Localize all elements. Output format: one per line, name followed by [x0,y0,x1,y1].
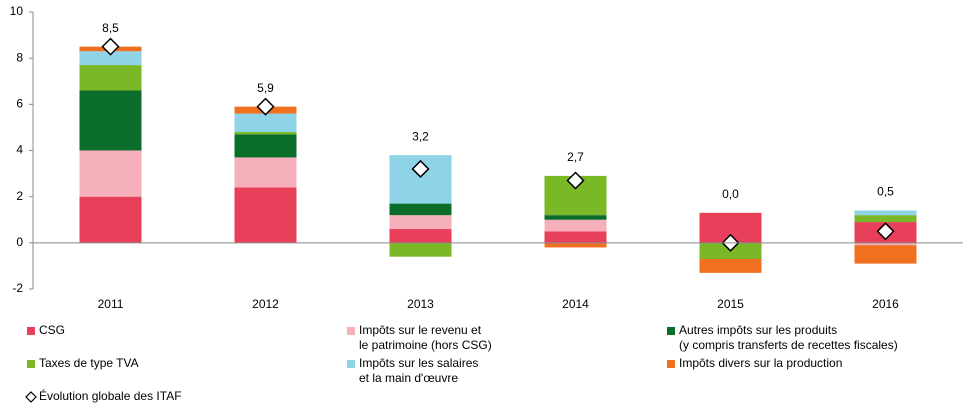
bar-segment [389,228,452,243]
total-label: 8,5 [102,21,119,35]
bar-segment [389,203,452,216]
total-marker [566,171,585,190]
y-tick-label: -2 [12,281,23,295]
legend-label: CSG [39,323,65,337]
total-label: 5,9 [257,81,274,95]
total-marker [101,37,120,56]
y-tick-label: 2 [16,189,23,203]
bar-segment [389,215,452,229]
bar-segment [234,113,297,133]
legend-swatch [667,360,675,368]
bar-segment [544,219,607,232]
y-tick-label: 0 [16,235,23,249]
legend-swatch [347,360,355,368]
legend-label: Impôts divers sur la production [679,356,842,370]
legend-swatch [667,327,675,335]
bar-segment [234,187,297,243]
legend-swatch [27,360,35,368]
bar-segment [234,157,297,188]
bar-segment [854,245,917,264]
bar-segment [544,215,607,220]
bar-segment [389,242,452,257]
y-tick-label: 10 [10,4,24,18]
bar-segment [854,242,917,246]
x-tick-label: 2012 [252,297,279,311]
bar-segment [79,196,142,243]
legend-label: Impôts sur les salaires et la main d'œuvr… [359,356,478,385]
x-tick-label: 2011 [98,297,124,311]
legend-label: Taxes de type TVA [39,356,139,370]
y-tick-label: 6 [16,97,23,111]
bar-segment [79,150,142,197]
legend-marker [25,391,37,403]
x-tick-label: 2013 [407,297,434,311]
bar-segment [854,215,917,223]
bar-segment [854,210,917,216]
bar-segment [234,134,297,158]
legend-label: Évolution globale des ITAF [39,388,182,403]
total-label: 0,5 [877,185,894,199]
bar-segment [79,90,142,151]
legend-label: Impôts sur le revenu et le patrimoine (ho… [359,323,492,352]
legend-swatch [347,327,355,335]
total-marker [876,222,895,241]
total-label: 0,0 [722,187,739,201]
total-label: 3,2 [412,129,429,143]
bar-segment [234,132,297,135]
legend-swatch [27,327,35,335]
total-marker [256,97,275,116]
x-tick-label: 2015 [717,297,744,311]
bar-segment [79,51,142,66]
total-marker [411,159,430,179]
x-tick-label: 2016 [872,297,899,311]
bar-segment [544,242,607,248]
total-label: 2,7 [567,150,584,164]
y-tick-label: 4 [16,143,23,157]
bar-segment [79,65,142,91]
legend-label: Autres impôts sur les produits (y compris… [679,323,898,352]
bar-segment [544,231,607,243]
x-tick-label: 2014 [562,297,589,311]
bar-segment [699,258,762,273]
y-tick-label: 8 [16,50,23,64]
